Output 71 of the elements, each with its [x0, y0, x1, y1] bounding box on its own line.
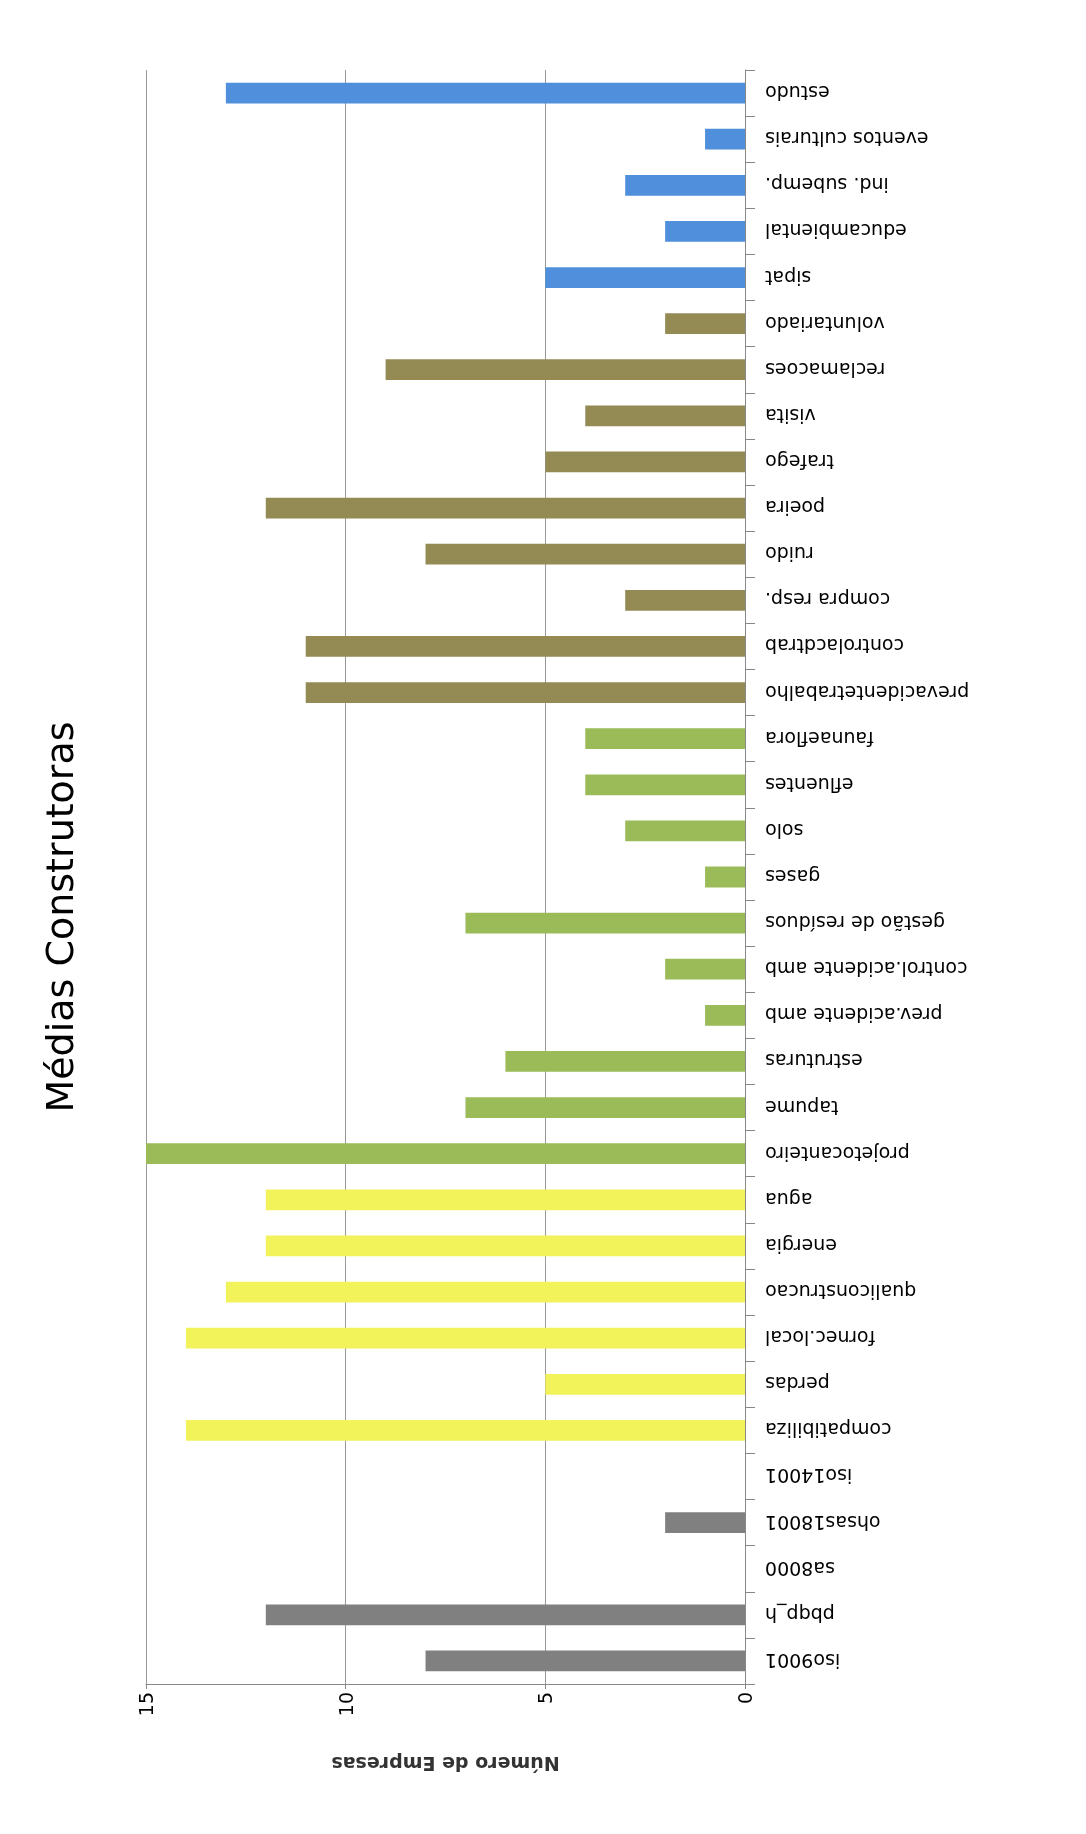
- bar: [665, 221, 745, 242]
- x-tick-label: 10: [334, 1692, 357, 1717]
- bar: [305, 636, 745, 657]
- y-tick-label: tapume: [765, 1096, 839, 1119]
- bar: [705, 866, 745, 888]
- y-tick-label: gestão de resíduos: [765, 912, 946, 935]
- bar: [545, 1373, 745, 1395]
- y-tick-label: qualiconstrucao: [765, 1281, 917, 1304]
- y-tick-label: gases: [765, 866, 821, 888]
- bar: [265, 497, 745, 519]
- bar: [225, 82, 745, 104]
- bar: [705, 1004, 745, 1026]
- bar: [425, 543, 745, 565]
- y-tick-label: compra resp.: [765, 589, 891, 612]
- y-tick-label: reclamacoes: [765, 358, 886, 381]
- bar: [585, 728, 745, 750]
- bar: [585, 774, 745, 796]
- y-tick-label: perdas: [765, 1373, 830, 1396]
- x-axis-title: Número de Empresas: [331, 1752, 560, 1775]
- bar: [185, 1327, 745, 1349]
- bar: [265, 1235, 745, 1257]
- bar: [545, 267, 745, 288]
- x-tick-label: 15: [135, 1692, 157, 1717]
- y-tick-label: prev.acidente amb: [765, 1004, 943, 1027]
- bar: [625, 820, 745, 842]
- bar: [465, 912, 745, 934]
- x-tick-label: 0: [734, 1692, 756, 1705]
- y-tick-label: controlacdtrab: [765, 635, 904, 658]
- y-tick-label: trafego: [765, 450, 834, 473]
- y-tick-label: estudo: [765, 82, 830, 105]
- y-tick-label: compatibiliza: [765, 1419, 892, 1442]
- y-tick-label: educambiental: [765, 220, 907, 243]
- y-tick-label: agua: [765, 1188, 813, 1211]
- y-tick-label: solo: [765, 819, 804, 842]
- bar: [225, 1281, 745, 1303]
- y-tick-label: visita: [765, 404, 816, 427]
- y-tick-label: sipat: [765, 266, 812, 289]
- y-tick-label: energia: [765, 1234, 837, 1257]
- bar: [146, 1143, 745, 1165]
- bar: [705, 128, 745, 150]
- y-tick-label: estruturas: [765, 1050, 863, 1073]
- y-tick-label: projetocanteiro: [765, 1142, 910, 1165]
- y-tick-label: iso9001: [765, 1649, 841, 1672]
- bar: [625, 589, 745, 611]
- x-tick-label: 5: [534, 1692, 557, 1705]
- bar: [585, 405, 745, 427]
- y-tick-label: poeira: [765, 497, 826, 520]
- y-tick-label: sa8000: [765, 1557, 835, 1580]
- bar: [625, 174, 745, 196]
- text: Médias Construtoras: [38, 721, 82, 1113]
- bar: [665, 313, 745, 334]
- bar: [305, 682, 745, 703]
- y-tick-label: ind. subemp.: [765, 174, 889, 197]
- bar: [505, 1051, 745, 1072]
- bar: [265, 1189, 745, 1211]
- y-tick-label: efluentes: [765, 773, 854, 796]
- y-tick-label: iso14001: [765, 1465, 853, 1488]
- y-tick-label: eventos culturais: [765, 128, 929, 151]
- bar: [385, 359, 745, 381]
- y-tick-label: prevacidentetrabalho: [765, 681, 970, 704]
- y-tick-label: fornec.local: [765, 1327, 876, 1350]
- bar: [185, 1420, 745, 1441]
- y-tick-label: pbqp_h: [765, 1602, 835, 1626]
- y-tick-label: faunaeflora: [765, 727, 874, 750]
- bar: [465, 1097, 745, 1118]
- y-tick-label: voluntariado: [765, 312, 885, 335]
- y-tick-label: ohsas18001: [765, 1511, 881, 1534]
- bar: [665, 958, 745, 980]
- y-tick-label: ruido: [765, 543, 814, 566]
- bar: [545, 451, 745, 473]
- y-tick-label: control.acidente amb: [765, 958, 968, 981]
